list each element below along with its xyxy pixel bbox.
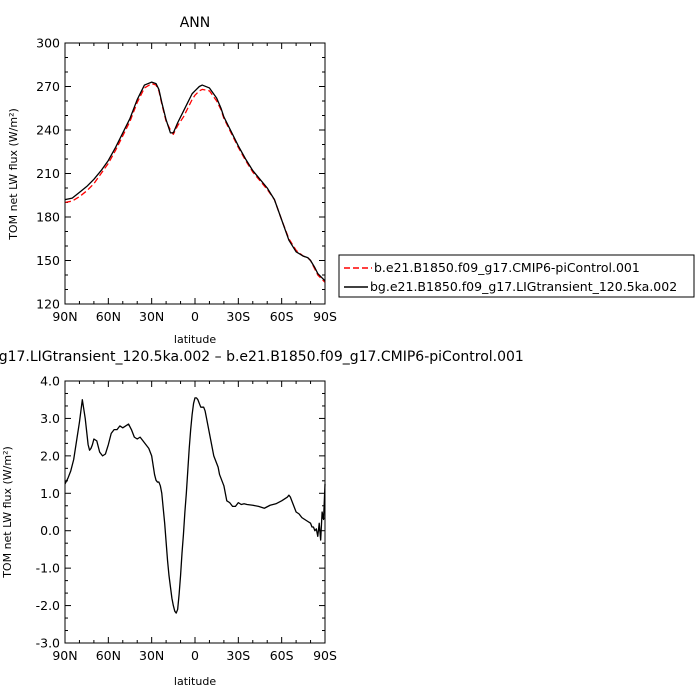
top-x-tick-label: 60N: [96, 309, 121, 324]
top-series-line-0: [64, 82, 326, 283]
legend-box: [338, 254, 695, 298]
bottom-y-axis-label: TOM net LW flux (W/m²): [1, 446, 14, 579]
bottom-y-tick-label: -3.0: [36, 636, 60, 651]
bottom-x-axis-label: latitude: [174, 675, 216, 688]
bottom-y-tick-label: 3.0: [40, 411, 60, 426]
top-y-axis-label: TOM net LW flux (W/m²): [7, 108, 20, 241]
top-chart-title: ANN: [180, 15, 211, 31]
top-plot-marks: 90N 60N 30N 0 30S 60S 90S 120 150 180 210 240 270 300: [36, 36, 337, 325]
top-x-tick-label: 90N: [52, 309, 77, 324]
bottom-x-tick-label: 60S: [270, 648, 294, 663]
bottom-y-tick-label: 0.0: [40, 523, 60, 538]
bottom-plot-frame: [64, 380, 326, 644]
top-series-line-1: [64, 81, 326, 282]
bottom-panel: bg.e21.B1850.f09_g17.LIGtransient_120.5k…: [0, 349, 524, 688]
legend-entry-ligtransient: bg.e21.B1850.f09_g17.LIGtransient_120.5k…: [370, 279, 677, 294]
bottom-x-tick-label: 0: [191, 648, 199, 663]
top-x-tick-label: 30N: [139, 309, 164, 324]
legend: b.e21.B1850.f09_g17.CMIP6-piControl.001 …: [338, 254, 695, 298]
bottom-chart-title: bg.e21.B1850.f09_g17.LIGtransient_120.5k…: [0, 349, 524, 365]
top-x-tick-label: 30S: [226, 309, 250, 324]
bottom-x-tick-label: 30S: [226, 648, 250, 663]
bottom-x-tick-label: 90S: [313, 648, 337, 663]
top-y-tick-label: 270: [36, 79, 60, 94]
top-panel: ANN 90N 60N 30N 0 30S 60S 90S 120 150 180 210 240 27…: [7, 15, 337, 346]
bottom-series-line-0: [64, 397, 326, 614]
top-y-tick-label: 150: [36, 253, 60, 268]
top-y-tick-label: 180: [36, 210, 60, 225]
bottom-y-tick-label: -1.0: [36, 561, 60, 576]
legend-entry-picontrol: b.e21.B1850.f09_g17.CMIP6-piControl.001: [374, 260, 640, 275]
bottom-plot-marks: 90N 60N 30N 0 30S 60S 90S -3.0 -2.0 -1.0 0.0 1.0 2.0…: [36, 374, 337, 664]
bottom-y-tick-label: 2.0: [40, 448, 60, 463]
top-x-axis-label: latitude: [174, 333, 216, 346]
bottom-x-tick-label: 60N: [96, 648, 121, 663]
top-y-tick-label: 240: [36, 123, 60, 138]
bottom-x-tick-label: 30N: [139, 648, 164, 663]
bottom-x-tick-label: 90N: [52, 648, 77, 663]
top-plot-frame: [64, 42, 326, 305]
top-y-tick-label: 210: [36, 166, 60, 181]
top-x-tick-label: 60S: [270, 309, 294, 324]
bottom-y-tick-label: 1.0: [40, 486, 60, 501]
top-x-tick-label: 90S: [313, 309, 337, 324]
bottom-y-tick-label: -2.0: [36, 598, 60, 613]
top-y-tick-label: 300: [36, 36, 60, 51]
bottom-y-tick-label: 4.0: [40, 374, 60, 389]
top-y-tick-label: 120: [36, 297, 60, 312]
top-x-tick-label: 0: [191, 309, 199, 324]
